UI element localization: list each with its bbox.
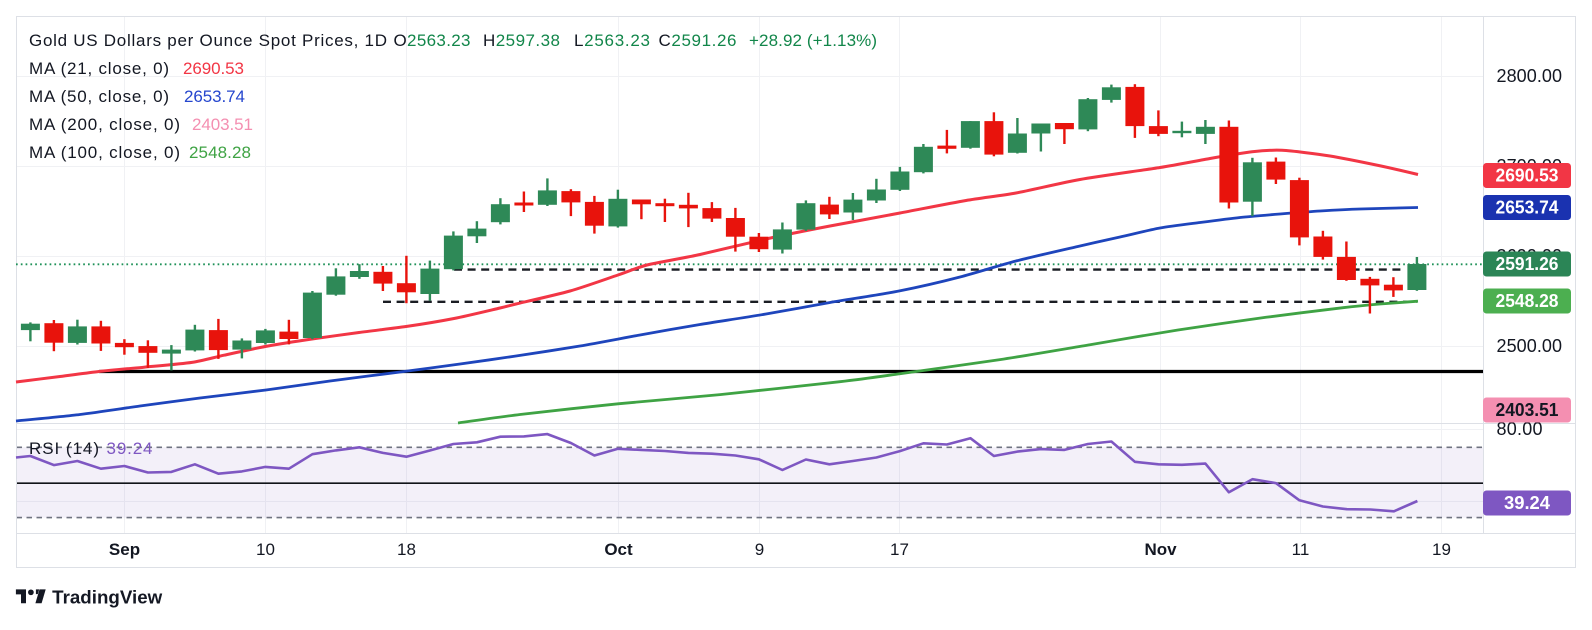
svg-text:9: 9 [755, 540, 764, 559]
svg-text:2548.28: 2548.28 [189, 143, 251, 162]
svg-text:+28.92 (+1.13%): +28.92 (+1.13%) [749, 31, 877, 50]
svg-text:MA (200, close, 0): MA (200, close, 0) [29, 115, 180, 134]
svg-text:2403.51: 2403.51 [192, 115, 253, 134]
svg-text:2690.53: 2690.53 [183, 59, 244, 78]
svg-text:Sep: Sep [109, 540, 140, 559]
svg-text:2653.74: 2653.74 [184, 87, 245, 106]
svg-text:2653.74: 2653.74 [1496, 198, 1559, 218]
svg-text:L2563.23: L2563.23 [574, 31, 650, 50]
svg-text:80.00: 80.00 [1497, 419, 1543, 439]
svg-text:2591.26: 2591.26 [1496, 254, 1559, 274]
svg-text:Oct: Oct [604, 540, 633, 559]
svg-text:18: 18 [397, 540, 416, 559]
svg-text:Nov: Nov [1144, 540, 1177, 559]
svg-text:Gold US Dollars per Ounce Spot: Gold US Dollars per Ounce Spot Prices, 1… [29, 31, 387, 50]
svg-text:10: 10 [256, 540, 275, 559]
svg-text:2690.53: 2690.53 [1496, 166, 1559, 186]
svg-text:H2597.38: H2597.38 [483, 31, 560, 50]
svg-text:17: 17 [890, 540, 909, 559]
svg-text:MA (50, close, 0): MA (50, close, 0) [29, 87, 169, 106]
svg-text:RSI (14): RSI (14) [29, 439, 99, 458]
svg-text:O2563.23: O2563.23 [394, 31, 471, 50]
svg-text:2548.28: 2548.28 [1496, 291, 1559, 311]
svg-text:19: 19 [1432, 540, 1451, 559]
svg-text:MA (21, close, 0): MA (21, close, 0) [29, 59, 169, 78]
svg-text:2403.51: 2403.51 [1496, 400, 1559, 420]
svg-text:C2591.26: C2591.26 [659, 31, 737, 50]
svg-text:MA (100, close, 0): MA (100, close, 0) [29, 143, 180, 162]
svg-text:TradingView: TradingView [52, 587, 163, 608]
svg-text:2800.00: 2800.00 [1497, 66, 1563, 86]
svg-text:2500.00: 2500.00 [1497, 336, 1563, 356]
svg-text:11: 11 [1292, 540, 1310, 559]
svg-text:39.24: 39.24 [107, 439, 153, 458]
svg-text:39.24: 39.24 [1504, 493, 1550, 513]
